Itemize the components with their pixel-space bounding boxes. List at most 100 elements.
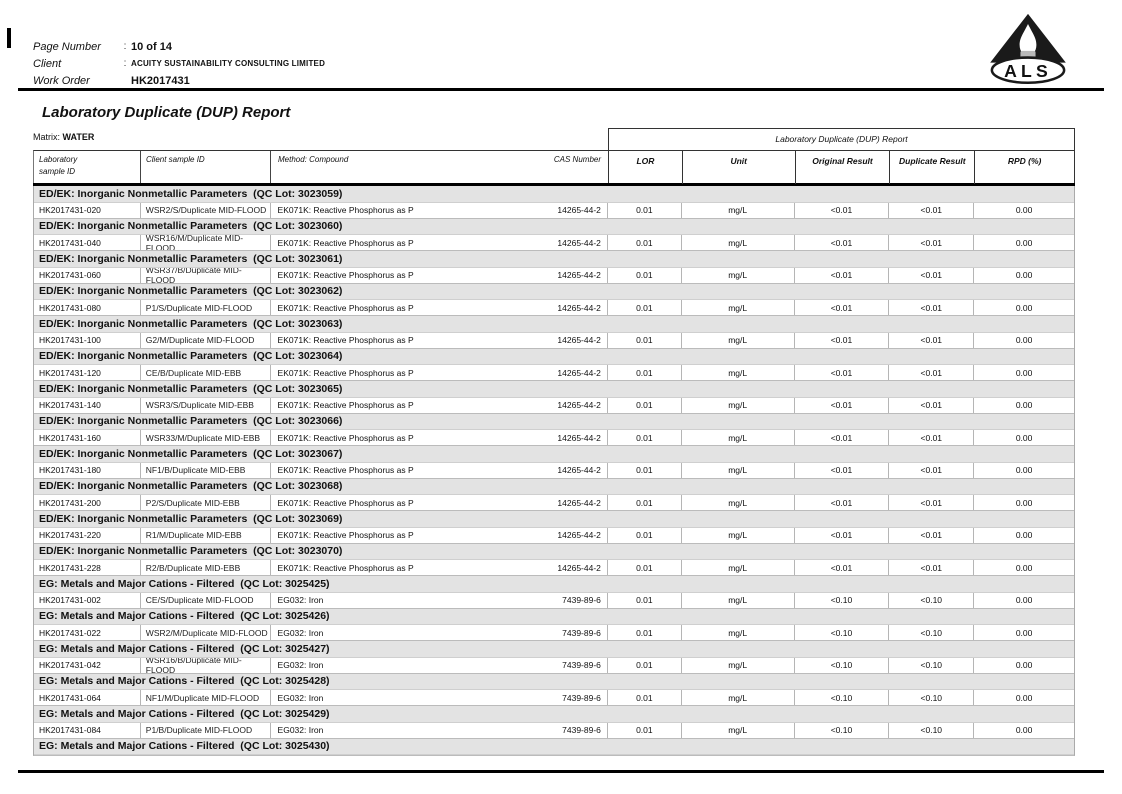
col-header-lor: LOR	[609, 151, 683, 184]
client-sample-id-cell: WSR2/S/Duplicate MID-FLOOD	[141, 202, 271, 218]
client-sample-id-cell: NF1/B/Duplicate MID-EBB	[141, 462, 271, 478]
matrix-value: WATER	[62, 132, 95, 142]
rpd-cell: 0.00	[1015, 432, 1033, 443]
cas-number-cell: 7439-89-6	[523, 722, 608, 738]
col-header-unit: Unit	[683, 151, 796, 184]
group-header-label: ED/EK: Inorganic Nonmetallic Parameters …	[39, 545, 343, 558]
lor-cell: 0.01	[608, 365, 682, 380]
page-number-value: 10 of 14	[131, 40, 172, 53]
method-compound-cell: EK071K: Reactive Phosphorus as P	[277, 432, 414, 443]
group-header-label: EG: Metals and Major Cations - Filtered …	[39, 642, 330, 655]
client-sample-id-cell: WSR2/M/Duplicate MID-FLOOD	[141, 625, 271, 640]
group-header-row: EG: Metals and Major Cations - Filtered …	[34, 576, 1074, 593]
lab-sample-id-cell: HK2017431-180	[34, 462, 141, 478]
lab-sample-id-cell: HK2017431-040	[34, 235, 141, 250]
lab-sample-id-cell: HK2017431-022	[34, 625, 141, 640]
duplicate-result-cell: <0.01	[889, 235, 975, 250]
method-compound-cell: EK071K: Reactive Phosphorus as P	[277, 367, 414, 378]
group-header-row: ED/EK: Inorganic Nonmetallic Parameters …	[34, 413, 1074, 430]
als-logo-text: ALS	[1004, 61, 1052, 81]
work-order-value: HK2017431	[131, 74, 190, 87]
col-header-client-sample-id: Client sample ID	[141, 151, 271, 183]
group-header-row: ED/EK: Inorganic Nonmetallic Parameters …	[34, 218, 1074, 235]
duplicate-result-cell: <0.01	[889, 300, 975, 315]
lor-cell: 0.01	[608, 202, 682, 218]
lor-cell: 0.01	[608, 527, 682, 543]
unit-cell: mg/L	[682, 202, 795, 218]
client-sample-id-cell: NF1/M/Duplicate MID-FLOOD	[141, 690, 271, 705]
col-header-laboratory-line1: Laboratory	[39, 155, 78, 164]
page-header-info: Page Number : 10 of 14 Client : ACUITY S…	[33, 38, 325, 89]
lab-sample-id-cell: HK2017431-228	[34, 560, 141, 575]
client-sample-id-cell: P1/B/Duplicate MID-FLOOD	[141, 722, 271, 738]
rpd-cell: 0.00	[1015, 335, 1033, 345]
table-row: HK2017431-100 G2/M/Duplicate MID-FLOOD E…	[34, 332, 1074, 349]
cas-number-cell: 14265-44-2	[523, 527, 608, 543]
lab-sample-id-cell: HK2017431-160	[34, 430, 141, 445]
group-header-row: ED/EK: Inorganic Nonmetallic Parameters …	[34, 446, 1074, 463]
method-compound-cell: EK071K: Reactive Phosphorus as P	[277, 530, 414, 540]
rpd-cell: 0.00	[1015, 367, 1033, 378]
lab-sample-id-cell: HK2017431-120	[34, 365, 141, 380]
duplicate-result-cell: <0.01	[889, 462, 975, 478]
table-row: HK2017431-228 R2/B/Duplicate MID-EBB EK0…	[34, 560, 1074, 576]
cas-number-cell: 7439-89-6	[523, 657, 608, 673]
duplicate-result-cell: <0.01	[889, 202, 975, 218]
lab-sample-id-cell: HK2017431-220	[34, 527, 141, 543]
result-column-headers: LOR Unit Original Result Duplicate Resul…	[609, 151, 1074, 184]
lab-sample-id-cell: HK2017431-140	[34, 397, 141, 413]
method-compound-cell: EG032: Iron	[277, 595, 324, 605]
group-header-label: EG: Metals and Major Cations - Filtered …	[39, 610, 330, 623]
original-result-cell: <0.10	[795, 722, 890, 738]
unit-cell: mg/L	[682, 527, 795, 543]
dup-report-table: Laboratory sample ID Client sample ID Me…	[33, 128, 1075, 756]
col-header-cas-number: CAS Number	[553, 155, 601, 164]
table-row: HK2017431-002 CE/S/Duplicate MID-FLOOD E…	[34, 592, 1074, 609]
lor-cell: 0.01	[608, 332, 682, 348]
original-result-cell: <0.10	[795, 657, 890, 673]
client-sample-id-cell: G2/M/Duplicate MID-FLOOD	[141, 332, 271, 348]
duplicate-result-cell: <0.01	[889, 397, 975, 413]
cas-number-cell: 7439-89-6	[523, 690, 608, 705]
col-header-method-compound: Method: Compound	[278, 155, 349, 164]
als-logo: ALS	[986, 12, 1070, 93]
original-result-cell: <0.01	[795, 430, 890, 445]
rpd-cell: 0.00	[1015, 530, 1033, 540]
original-result-cell: <0.01	[795, 300, 890, 315]
method-compound-cell: EG032: Iron	[277, 692, 324, 703]
original-result-cell: <0.01	[795, 397, 890, 413]
original-result-cell: <0.01	[795, 462, 890, 478]
table-row: HK2017431-040 WSR16/M/Duplicate MID-FLOO…	[34, 235, 1074, 251]
col-header-rpd: RPD (%)	[1007, 156, 1042, 166]
original-result-cell: <0.01	[795, 235, 890, 250]
group-header-label: ED/EK: Inorganic Nonmetallic Parameters …	[39, 187, 343, 200]
group-header-label: EG: Metals and Major Cations - Filtered …	[39, 707, 330, 720]
method-compound-cell: EK071K: Reactive Phosphorus as P	[277, 302, 414, 313]
method-compound-cell: EG032: Iron	[277, 627, 324, 638]
client-sample-id-cell: P2/S/Duplicate MID-EBB	[141, 495, 271, 510]
group-header-label: ED/EK: Inorganic Nonmetallic Parameters …	[39, 415, 343, 428]
table-row: HK2017431-064 NF1/M/Duplicate MID-FLOOD …	[34, 690, 1074, 706]
group-header-row: ED/EK: Inorganic Nonmetallic Parameters …	[34, 316, 1074, 333]
group-header-label: ED/EK: Inorganic Nonmetallic Parameters …	[39, 220, 343, 233]
unit-cell: mg/L	[682, 267, 795, 283]
unit-cell: mg/L	[682, 462, 795, 478]
lor-cell: 0.01	[608, 722, 682, 738]
rpd-cell: 0.00	[1015, 692, 1033, 703]
group-header-row: ED/EK: Inorganic Nonmetallic Parameters …	[34, 381, 1074, 398]
table-row: HK2017431-200 P2/S/Duplicate MID-EBB EK0…	[34, 495, 1074, 511]
lab-sample-id-cell: HK2017431-084	[34, 722, 141, 738]
lor-cell: 0.01	[608, 300, 682, 315]
unit-cell: mg/L	[682, 722, 795, 738]
group-header-label: ED/EK: Inorganic Nonmetallic Parameters …	[39, 252, 343, 265]
lor-cell: 0.01	[608, 560, 682, 575]
group-header-label: ED/EK: Inorganic Nonmetallic Parameters …	[39, 350, 343, 363]
unit-cell: mg/L	[682, 592, 795, 608]
rpd-cell: 0.00	[1015, 725, 1033, 735]
col-header-laboratory-sample-id: Laboratory sample ID	[34, 151, 141, 183]
table-row: HK2017431-020 WSR2/S/Duplicate MID-FLOOD…	[34, 202, 1074, 219]
cas-number-cell: 14265-44-2	[523, 202, 608, 218]
original-result-cell: <0.10	[795, 625, 890, 640]
lab-sample-id-cell: HK2017431-020	[34, 202, 141, 218]
cas-number-cell: 14265-44-2	[523, 267, 608, 283]
